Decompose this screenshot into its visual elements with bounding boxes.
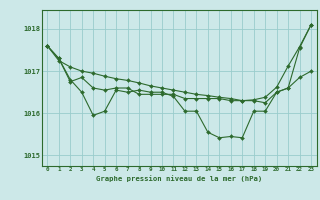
X-axis label: Graphe pression niveau de la mer (hPa): Graphe pression niveau de la mer (hPa) xyxy=(96,175,262,182)
